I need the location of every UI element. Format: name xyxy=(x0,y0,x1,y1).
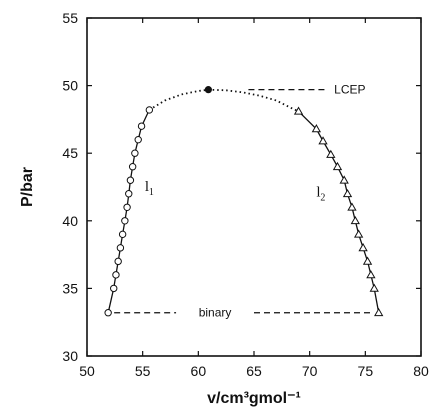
l1-circle-marker xyxy=(123,203,131,211)
l1-circle-marker xyxy=(110,284,118,293)
lcep-point-marker xyxy=(204,86,212,94)
l2-triangle-marker xyxy=(342,188,353,198)
l1-markers xyxy=(104,106,154,317)
l2-triangle-marker xyxy=(339,175,349,184)
binary-label: binary xyxy=(199,306,232,320)
plot-frame xyxy=(86,17,422,357)
l2-triangle-marker xyxy=(347,202,357,211)
axis-ticks xyxy=(86,17,422,357)
x-tick-label: 65 xyxy=(246,363,262,379)
l1-circle-marker xyxy=(104,309,112,317)
l2-triangle-marker xyxy=(362,256,373,265)
y-tick-label: 55 xyxy=(62,10,78,26)
l2-triangle-marker xyxy=(293,106,304,115)
l1-branch-line xyxy=(107,109,150,313)
x-tick-label: 55 xyxy=(135,363,151,379)
l2-triangle-marker xyxy=(358,243,368,252)
l2-triangle-marker xyxy=(311,124,322,133)
l2-curve-subscript: 2 xyxy=(320,192,325,203)
l2-triangle-marker xyxy=(374,307,384,317)
y-tick-labels: 30 35 40 45 50 55 xyxy=(62,10,78,364)
reference-dashed-lines xyxy=(114,89,373,314)
x-axis-title: v/cm³gmol⁻¹ xyxy=(207,390,301,407)
l2-triangle-marker xyxy=(369,283,379,292)
l1-circle-marker xyxy=(112,271,120,279)
l1-circle-marker xyxy=(114,257,122,266)
y-tick-label: 35 xyxy=(62,280,78,296)
l1-circle-marker xyxy=(116,244,125,252)
l1-circle-marker xyxy=(121,217,129,225)
l1-circle-marker xyxy=(145,106,154,114)
l1-circle-marker xyxy=(134,135,142,144)
l1-circle-marker xyxy=(125,190,133,198)
l1-circle-marker xyxy=(137,122,146,130)
l2-triangle-marker xyxy=(350,215,360,225)
dotted-dome-curve xyxy=(148,88,299,113)
l2-triangle-marker xyxy=(318,136,328,145)
x-tick-label: 60 xyxy=(191,363,207,379)
x-tick-labels: 50 55 60 65 70 75 80 xyxy=(79,363,429,379)
x-tick-label: 70 xyxy=(302,363,318,379)
y-tick-label: 40 xyxy=(62,213,78,229)
x-tick-label: 75 xyxy=(358,363,374,379)
y-tick-label: 50 xyxy=(62,78,78,94)
l1-circle-marker xyxy=(126,176,135,184)
x-tick-label: 50 xyxy=(79,363,95,379)
l1-curve-label: l xyxy=(145,179,149,195)
l1-circle-marker xyxy=(131,149,139,157)
x-tick-label: 80 xyxy=(413,363,429,379)
l2-triangle-marker xyxy=(366,270,376,279)
l1-curve-subscript: 1 xyxy=(149,187,154,198)
l1-circle-marker xyxy=(128,163,137,171)
y-tick-label: 30 xyxy=(62,348,78,364)
l2-triangle-marker xyxy=(326,149,336,158)
y-tick-label: 45 xyxy=(62,145,78,161)
l2-curve-label: l xyxy=(316,184,320,200)
l1-circle-marker xyxy=(118,230,127,239)
l2-triangle-marker xyxy=(353,229,364,238)
lcep-label: LCEP xyxy=(334,83,365,97)
y-axis-title: P/bar xyxy=(19,167,36,207)
l2-branch-line xyxy=(298,110,380,313)
l2-markers xyxy=(293,106,384,317)
l2-triangle-marker xyxy=(332,161,343,171)
